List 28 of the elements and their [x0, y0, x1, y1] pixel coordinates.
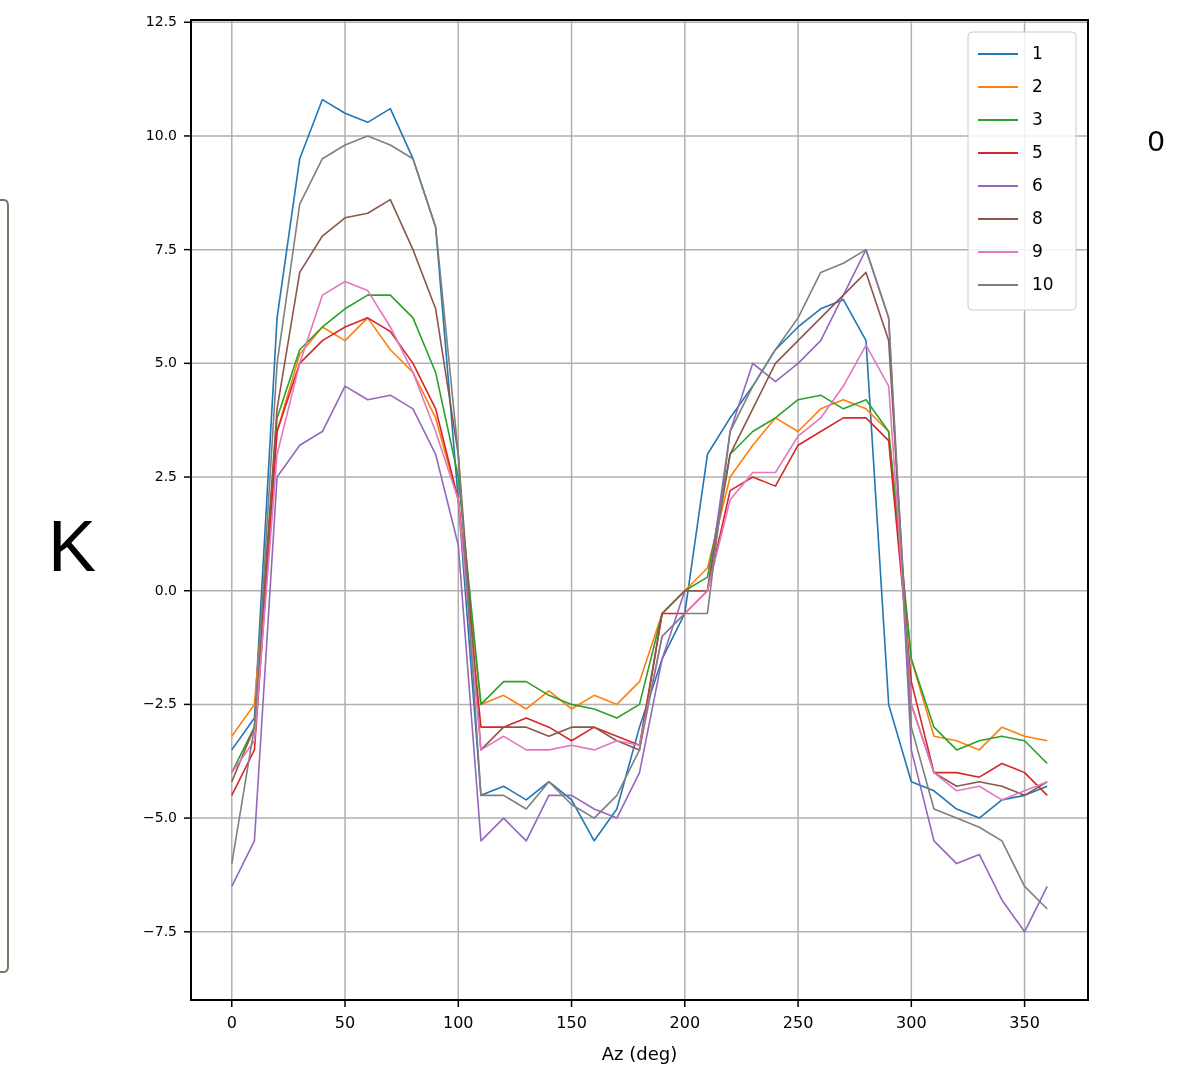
legend-label: 3 — [1032, 109, 1043, 129]
x-tick-label: 350 — [1009, 1013, 1040, 1032]
x-tick-label: 100 — [443, 1013, 474, 1032]
legend-label: 10 — [1032, 274, 1054, 294]
legend-label: 2 — [1032, 76, 1043, 96]
legend-label: 8 — [1032, 208, 1043, 228]
y-tick-label: −5.0 — [143, 809, 177, 826]
y-tick-label: 10.0 — [145, 126, 177, 143]
legend-label: 5 — [1032, 142, 1043, 162]
x-tick-label: 200 — [669, 1013, 701, 1032]
legend-label: 1 — [1032, 43, 1043, 63]
y-tick-label: 5.0 — [154, 354, 177, 371]
y-tick-label: 2.5 — [154, 468, 177, 485]
x-tick-label: 150 — [556, 1013, 587, 1032]
x-tick-label: 300 — [896, 1013, 927, 1032]
y-tick-label: 0.0 — [154, 581, 177, 598]
x-axis-title: Az (deg) — [601, 1043, 678, 1064]
legend-label: 9 — [1032, 241, 1043, 261]
y-tick-label: 12.5 — [145, 13, 177, 30]
y-tick-label: 7.5 — [154, 240, 177, 257]
text: 0 — [1147, 123, 1165, 157]
x-tick-label: 50 — [334, 1013, 356, 1032]
x-tick-label: 250 — [782, 1013, 814, 1032]
x-tick-label: 0 — [226, 1013, 237, 1032]
legend-label: 6 — [1032, 175, 1043, 195]
y-tick-label: −2.5 — [143, 695, 177, 712]
text: K — [47, 506, 97, 587]
y-tick-label: −7.5 — [143, 922, 177, 939]
